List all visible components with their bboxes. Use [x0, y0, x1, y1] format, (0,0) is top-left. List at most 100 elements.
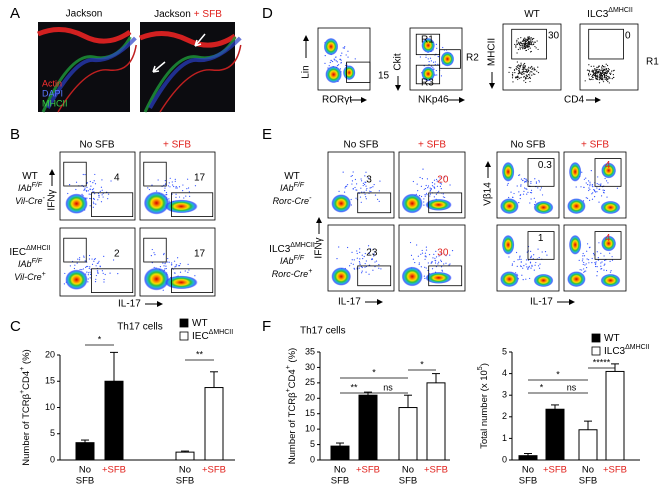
text-part: Total number (x 10	[479, 370, 490, 449]
event-dot	[530, 181, 532, 183]
density-blob	[421, 66, 435, 82]
event-dot	[355, 189, 357, 191]
event-dot	[609, 252, 611, 254]
event-dot	[596, 183, 598, 185]
event-dot	[368, 273, 370, 275]
event-dot	[589, 73, 592, 75]
event-dot	[512, 72, 514, 74]
event-dot	[521, 42, 523, 45]
event-dot	[607, 67, 609, 70]
event-dot	[163, 252, 165, 255]
event-dot	[531, 68, 533, 70]
density-blob	[601, 235, 617, 252]
event-dot	[517, 38, 519, 40]
event-dot	[177, 257, 179, 259]
event-dot	[93, 260, 95, 262]
event-dot	[529, 76, 531, 78]
event-dot	[524, 66, 526, 68]
event-dot	[440, 183, 443, 185]
event-dot	[351, 180, 354, 182]
event-dot	[340, 55, 342, 57]
event-dot	[530, 192, 533, 194]
text-part: CD4	[21, 371, 32, 390]
event-dot	[579, 269, 581, 271]
event-dot	[436, 185, 439, 187]
event-dot	[187, 187, 190, 189]
event-dot	[530, 70, 532, 73]
annotation-arrow	[152, 61, 166, 73]
event-dot	[425, 192, 428, 194]
event-dot	[353, 259, 355, 261]
event-dot	[374, 194, 377, 196]
event-dot	[438, 255, 440, 257]
event-dot	[596, 191, 598, 193]
event-dot	[366, 187, 368, 190]
y-axis-label: Total number (x 105)	[477, 363, 490, 449]
event-dot	[527, 36, 529, 38]
plot-header: WT	[524, 9, 540, 20]
event-dot	[84, 188, 86, 191]
gate-label: R1	[646, 57, 659, 68]
event-dot	[94, 258, 96, 260]
event-dot	[585, 270, 587, 272]
event-dot	[588, 199, 591, 201]
genotype-label: Rorc-Cre-	[273, 195, 313, 207]
event-dot	[513, 260, 515, 263]
event-dot	[517, 77, 519, 79]
event-dot	[100, 186, 103, 188]
event-dot	[165, 265, 167, 267]
event-dot	[594, 69, 596, 71]
text-part: 5	[477, 366, 484, 370]
event-dot	[527, 259, 530, 261]
event-dot	[530, 189, 533, 191]
event-dot	[597, 74, 599, 76]
event-dot	[345, 185, 347, 188]
event-dot	[373, 183, 375, 186]
column-header: + SFB	[581, 140, 609, 151]
genotype-label: WT	[22, 171, 38, 182]
event-dot	[345, 64, 347, 66]
event-dot	[534, 264, 536, 266]
event-dot	[150, 254, 152, 257]
event-dot	[416, 183, 418, 185]
event-dot	[519, 194, 522, 196]
significance-label: ns	[567, 382, 577, 392]
event-dot	[359, 258, 361, 260]
event-dot	[596, 75, 598, 77]
event-dot	[582, 255, 584, 257]
event-dot	[519, 72, 521, 75]
event-dot	[350, 198, 352, 201]
event-dot	[343, 47, 345, 49]
text-part: IAb	[280, 256, 294, 266]
event-dot	[611, 70, 613, 72]
density-blob	[568, 161, 582, 182]
x-category-label: No	[79, 465, 91, 476]
event-dot	[524, 180, 527, 183]
event-dot	[439, 185, 441, 188]
event-dot	[588, 189, 590, 192]
event-dot	[583, 178, 585, 180]
event-dot	[175, 265, 177, 268]
event-dot	[508, 256, 510, 258]
event-dot	[175, 264, 177, 266]
event-dot	[164, 179, 166, 182]
event-dot	[522, 46, 524, 48]
event-dot	[522, 279, 524, 281]
event-dot	[92, 201, 95, 203]
event-dot	[362, 182, 364, 184]
stain-label: MHCII	[42, 98, 68, 108]
event-dot	[178, 186, 181, 188]
text-part: ΔMHCII	[26, 245, 51, 252]
event-dot	[165, 193, 167, 196]
x-category-label: +SFB	[424, 465, 448, 476]
event-dot	[435, 193, 437, 195]
event-dot	[537, 265, 540, 267]
event-dot	[431, 182, 434, 184]
tissue-epithelium	[37, 27, 132, 44]
text-part: +	[19, 367, 26, 371]
panel-label: C	[10, 318, 21, 335]
event-dot	[599, 69, 601, 71]
event-dot	[364, 263, 366, 265]
event-dot	[420, 185, 422, 187]
event-dot	[421, 178, 423, 180]
